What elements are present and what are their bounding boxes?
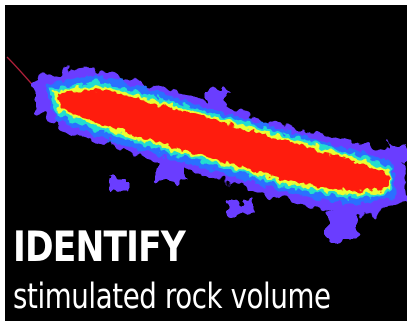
subline-text: stimulated rock volume: [13, 277, 331, 317]
stimulated-volume-visualization: [6, 56, 407, 241]
headline-text: IDENTIFY: [13, 222, 186, 271]
volume-core-layer: [57, 89, 389, 191]
visualization-panel: IDENTIFY stimulated rock volume: [5, 5, 407, 321]
